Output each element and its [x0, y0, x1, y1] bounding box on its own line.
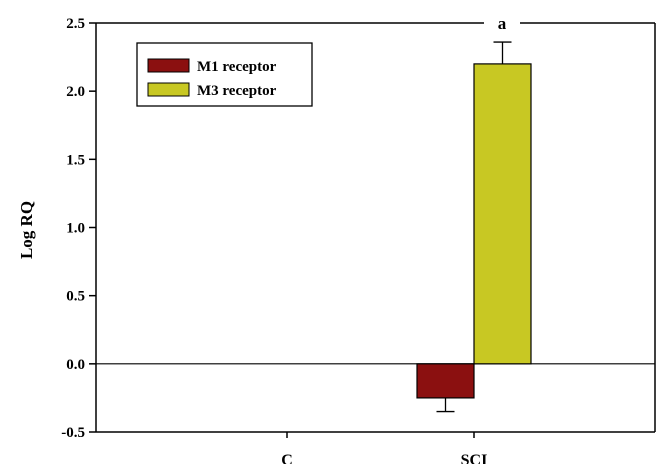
legend-label-2: M3 receptor: [197, 83, 277, 99]
y-tick-label: 2.0: [66, 84, 85, 100]
y-tick-label: 0.0: [66, 357, 85, 373]
y-tick-label: 1.0: [66, 221, 85, 237]
x-axis: C SCI: [281, 432, 487, 464]
legend-label-1: M1 receptor: [197, 59, 277, 75]
bar-1-sci: [416, 363, 475, 399]
legend-swatch-1: [147, 58, 190, 73]
bar-2-sci: [473, 63, 532, 365]
y-axis: -0.5 0.0 0.5 1.0 1.5 2.0 2.5: [61, 16, 96, 441]
plot-area: a: [95, 14, 656, 433]
annotation-label: a: [498, 14, 507, 33]
y-tick-label: 2.5: [66, 16, 85, 32]
y-tick-label: 1.5: [66, 152, 85, 168]
x-tick-label-sci: SCI: [461, 452, 488, 464]
y-tick-label: -0.5: [61, 425, 85, 441]
legend-swatch-2: [147, 82, 190, 97]
y-axis-label: Log RQ: [17, 201, 36, 259]
x-tick-label-c: C: [281, 452, 293, 464]
legend: M1 receptor M3 receptor: [136, 42, 313, 107]
y-tick-label: 0.5: [66, 289, 85, 305]
